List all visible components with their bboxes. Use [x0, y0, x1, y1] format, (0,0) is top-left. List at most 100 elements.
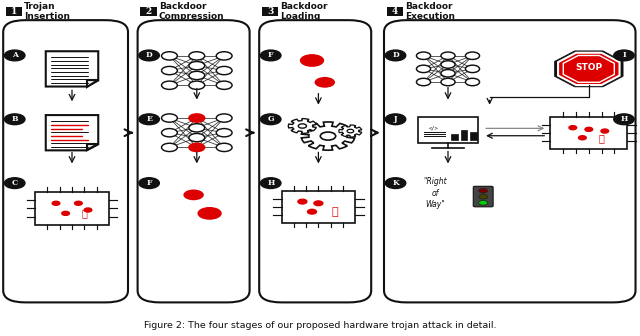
Text: B: B — [12, 115, 18, 123]
Circle shape — [385, 50, 406, 61]
Circle shape — [198, 207, 222, 220]
Circle shape — [260, 50, 281, 61]
Text: STOP: STOP — [575, 64, 602, 72]
Text: </>: </> — [429, 125, 439, 130]
Circle shape — [216, 67, 232, 75]
Polygon shape — [46, 51, 99, 86]
Text: H: H — [267, 179, 275, 187]
Circle shape — [300, 54, 324, 67]
Circle shape — [189, 133, 205, 142]
FancyBboxPatch shape — [262, 7, 278, 16]
Circle shape — [52, 201, 60, 205]
Text: 🐴: 🐴 — [331, 207, 338, 217]
Circle shape — [479, 200, 488, 205]
Polygon shape — [301, 122, 355, 150]
FancyBboxPatch shape — [140, 7, 157, 16]
Circle shape — [74, 201, 83, 205]
Circle shape — [417, 78, 431, 86]
Circle shape — [585, 127, 593, 131]
FancyBboxPatch shape — [550, 117, 627, 149]
FancyBboxPatch shape — [3, 20, 128, 302]
Text: E: E — [146, 115, 152, 123]
Polygon shape — [339, 125, 362, 137]
Text: Backdoor
Compression: Backdoor Compression — [159, 2, 225, 22]
Circle shape — [161, 81, 177, 89]
Text: F: F — [268, 51, 273, 59]
Polygon shape — [86, 144, 99, 151]
Text: C: C — [12, 179, 18, 187]
Circle shape — [216, 114, 232, 122]
Circle shape — [479, 188, 488, 193]
Circle shape — [347, 129, 354, 133]
Circle shape — [139, 50, 159, 61]
Circle shape — [465, 65, 479, 73]
Circle shape — [614, 50, 634, 61]
Circle shape — [385, 114, 406, 125]
Text: G: G — [268, 115, 274, 123]
Circle shape — [441, 61, 455, 68]
Circle shape — [84, 208, 92, 212]
Circle shape — [189, 52, 205, 60]
Circle shape — [216, 52, 232, 60]
Circle shape — [189, 81, 205, 89]
Circle shape — [189, 61, 205, 70]
Circle shape — [441, 70, 455, 77]
Circle shape — [4, 50, 25, 61]
Circle shape — [385, 178, 406, 188]
FancyBboxPatch shape — [384, 20, 636, 302]
FancyBboxPatch shape — [6, 7, 22, 16]
Circle shape — [189, 124, 205, 132]
FancyBboxPatch shape — [461, 129, 467, 140]
Circle shape — [189, 114, 205, 122]
Text: Backdoor
Execution: Backdoor Execution — [405, 2, 455, 22]
Polygon shape — [558, 53, 620, 85]
Text: H: H — [620, 115, 628, 123]
Circle shape — [189, 143, 205, 152]
Circle shape — [161, 67, 177, 75]
Text: I: I — [622, 51, 626, 59]
Circle shape — [579, 136, 586, 140]
Circle shape — [161, 129, 177, 137]
Circle shape — [298, 199, 307, 204]
Circle shape — [189, 143, 205, 152]
Text: J: J — [394, 115, 397, 123]
FancyBboxPatch shape — [387, 7, 403, 16]
Text: D: D — [146, 51, 152, 59]
Circle shape — [189, 71, 205, 80]
FancyBboxPatch shape — [35, 192, 109, 225]
FancyBboxPatch shape — [417, 118, 479, 143]
Text: Figure 2: The four stages of our proposed hardware trojan attack in detail.: Figure 2: The four stages of our propose… — [144, 322, 496, 330]
Circle shape — [161, 52, 177, 60]
Circle shape — [216, 81, 232, 89]
Circle shape — [315, 77, 335, 88]
FancyBboxPatch shape — [282, 191, 355, 222]
Circle shape — [161, 114, 177, 122]
Text: A: A — [12, 51, 18, 59]
FancyBboxPatch shape — [138, 20, 250, 302]
Circle shape — [307, 209, 317, 214]
Circle shape — [465, 52, 479, 59]
Circle shape — [441, 52, 455, 59]
Circle shape — [465, 78, 479, 86]
Text: Backdoor
Loading: Backdoor Loading — [280, 2, 328, 22]
Circle shape — [569, 126, 577, 130]
Text: "Right
of
Way": "Right of Way" — [424, 177, 447, 209]
Circle shape — [298, 124, 307, 128]
Circle shape — [441, 78, 455, 86]
Text: 🐴: 🐴 — [82, 208, 88, 218]
Text: 🐴: 🐴 — [598, 133, 605, 143]
Polygon shape — [86, 80, 99, 86]
Circle shape — [321, 132, 336, 140]
Circle shape — [216, 129, 232, 137]
Circle shape — [139, 114, 159, 125]
Text: 4: 4 — [392, 7, 398, 16]
Circle shape — [314, 201, 323, 206]
Circle shape — [260, 178, 281, 188]
Text: D: D — [392, 51, 399, 59]
Circle shape — [62, 211, 70, 215]
Circle shape — [614, 114, 634, 125]
Circle shape — [260, 114, 281, 125]
Circle shape — [161, 143, 177, 152]
Circle shape — [601, 129, 609, 133]
Text: 3: 3 — [267, 7, 273, 16]
